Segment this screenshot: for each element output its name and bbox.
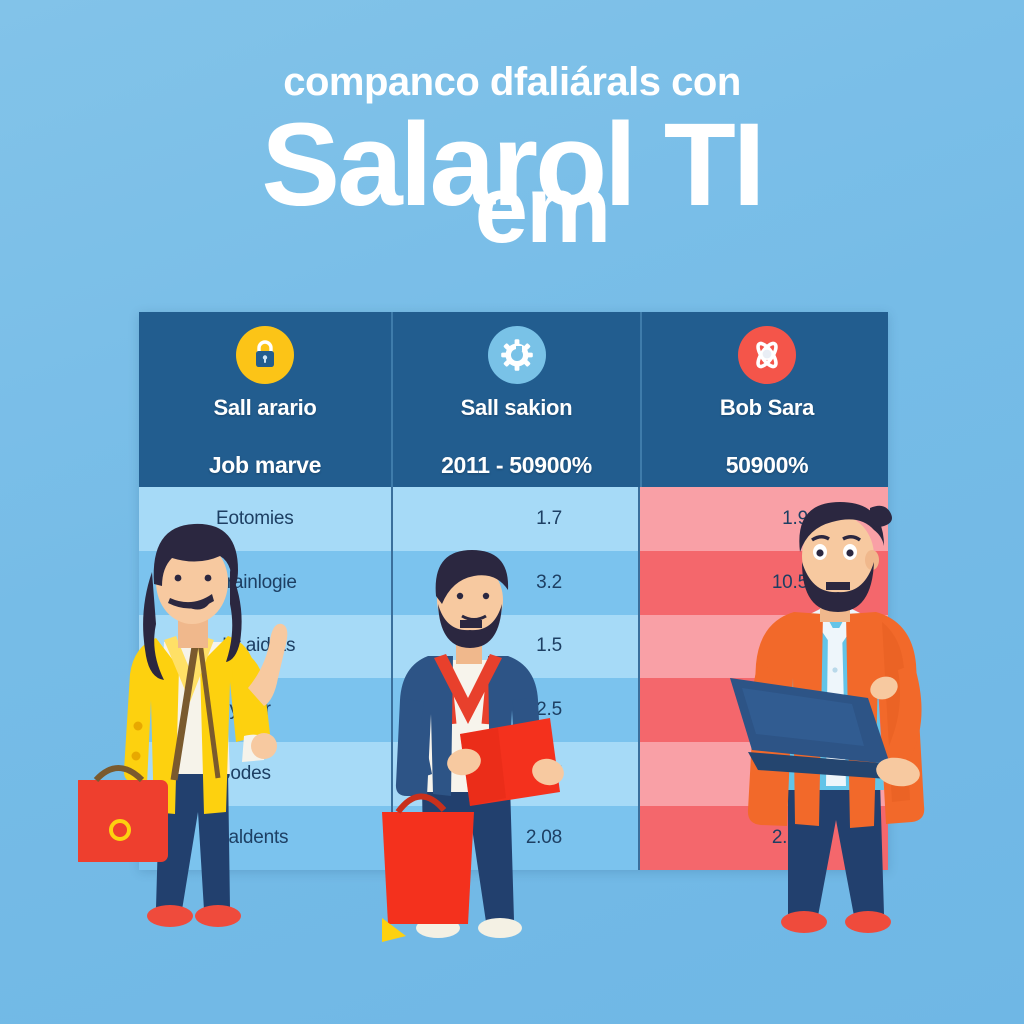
table-header-sub-2: 50900% <box>725 452 809 478</box>
row-value-col1: 1.5 <box>391 614 638 679</box>
table-header-name-2: Bob Sara <box>719 395 815 420</box>
row-label: -Kr aiduts <box>139 614 391 679</box>
table-row: ipodes 0.7 2.99 <box>139 742 888 806</box>
row-value-col1: 2.08 <box>391 805 638 870</box>
page-title: Salarol TI <box>261 99 765 231</box>
row-value-col2: 2.98 <box>638 805 888 870</box>
comparison-table: Sall arario Job marve <box>139 312 888 870</box>
table-header-name-1: Sall sakion <box>460 395 573 420</box>
table-header: Sall arario Job marve <box>139 312 888 487</box>
row-label: Saldents <box>139 805 391 870</box>
row-value-col1: 1.7 <box>391 487 638 551</box>
row-label: Eotomies <box>139 487 391 551</box>
gear-icon <box>487 326 546 384</box>
table-row: -Kr aiduts 1.5 15.0 <box>139 614 888 679</box>
row-value-col1: 2.5 <box>391 678 638 743</box>
table-header-sub-1: 2011 - 50900% <box>441 452 592 478</box>
title-kicker: companco dfaliárals con <box>283 60 741 104</box>
table-row: Saldents 2.08 2.98 <box>139 805 888 870</box>
row-value-col2: 2.99 <box>638 742 888 806</box>
row-label: Trainlogie <box>139 550 391 615</box>
row-label: ipodes <box>139 742 391 806</box>
title-main-wrap: Salarol TI em <box>0 99 1024 263</box>
table-header-sub-0: Job marve <box>208 452 322 478</box>
table-header-cell-1: Sall sakion 2011 - 50900% <box>391 312 640 487</box>
atom-icon <box>738 326 796 384</box>
table-header-cell-0: Sall arario Job marve <box>139 312 391 487</box>
row-value-col2: 10.5 <box>638 550 888 615</box>
row-label: Cyeetr <box>139 678 391 743</box>
row-value-col2: 1.9 <box>638 487 888 551</box>
row-value-col1: 3.2 <box>391 550 638 615</box>
table-body: Eotomies 1.7 1.9 Trainlogie 3.2 10.5 -Kr… <box>139 487 888 870</box>
row-value-col2: 15.0 <box>638 614 888 679</box>
row-value-col1: 0.7 <box>391 742 638 806</box>
table-row: Trainlogie 3.2 10.5 <box>139 550 888 615</box>
table-header-cell-2: Bob Sara 50900% <box>640 312 892 487</box>
row-value-col2 <box>638 678 888 743</box>
table-row: Eotomies 1.7 1.9 <box>139 487 888 551</box>
table-row: Cyeetr 2.5 <box>139 678 888 743</box>
title-block: companco dfaliárals con Salarol TI em <box>0 60 1024 263</box>
table-header-name-0: Sall arario <box>213 395 317 420</box>
title-overlay-word: em <box>474 156 612 263</box>
padlock-icon <box>236 326 294 384</box>
